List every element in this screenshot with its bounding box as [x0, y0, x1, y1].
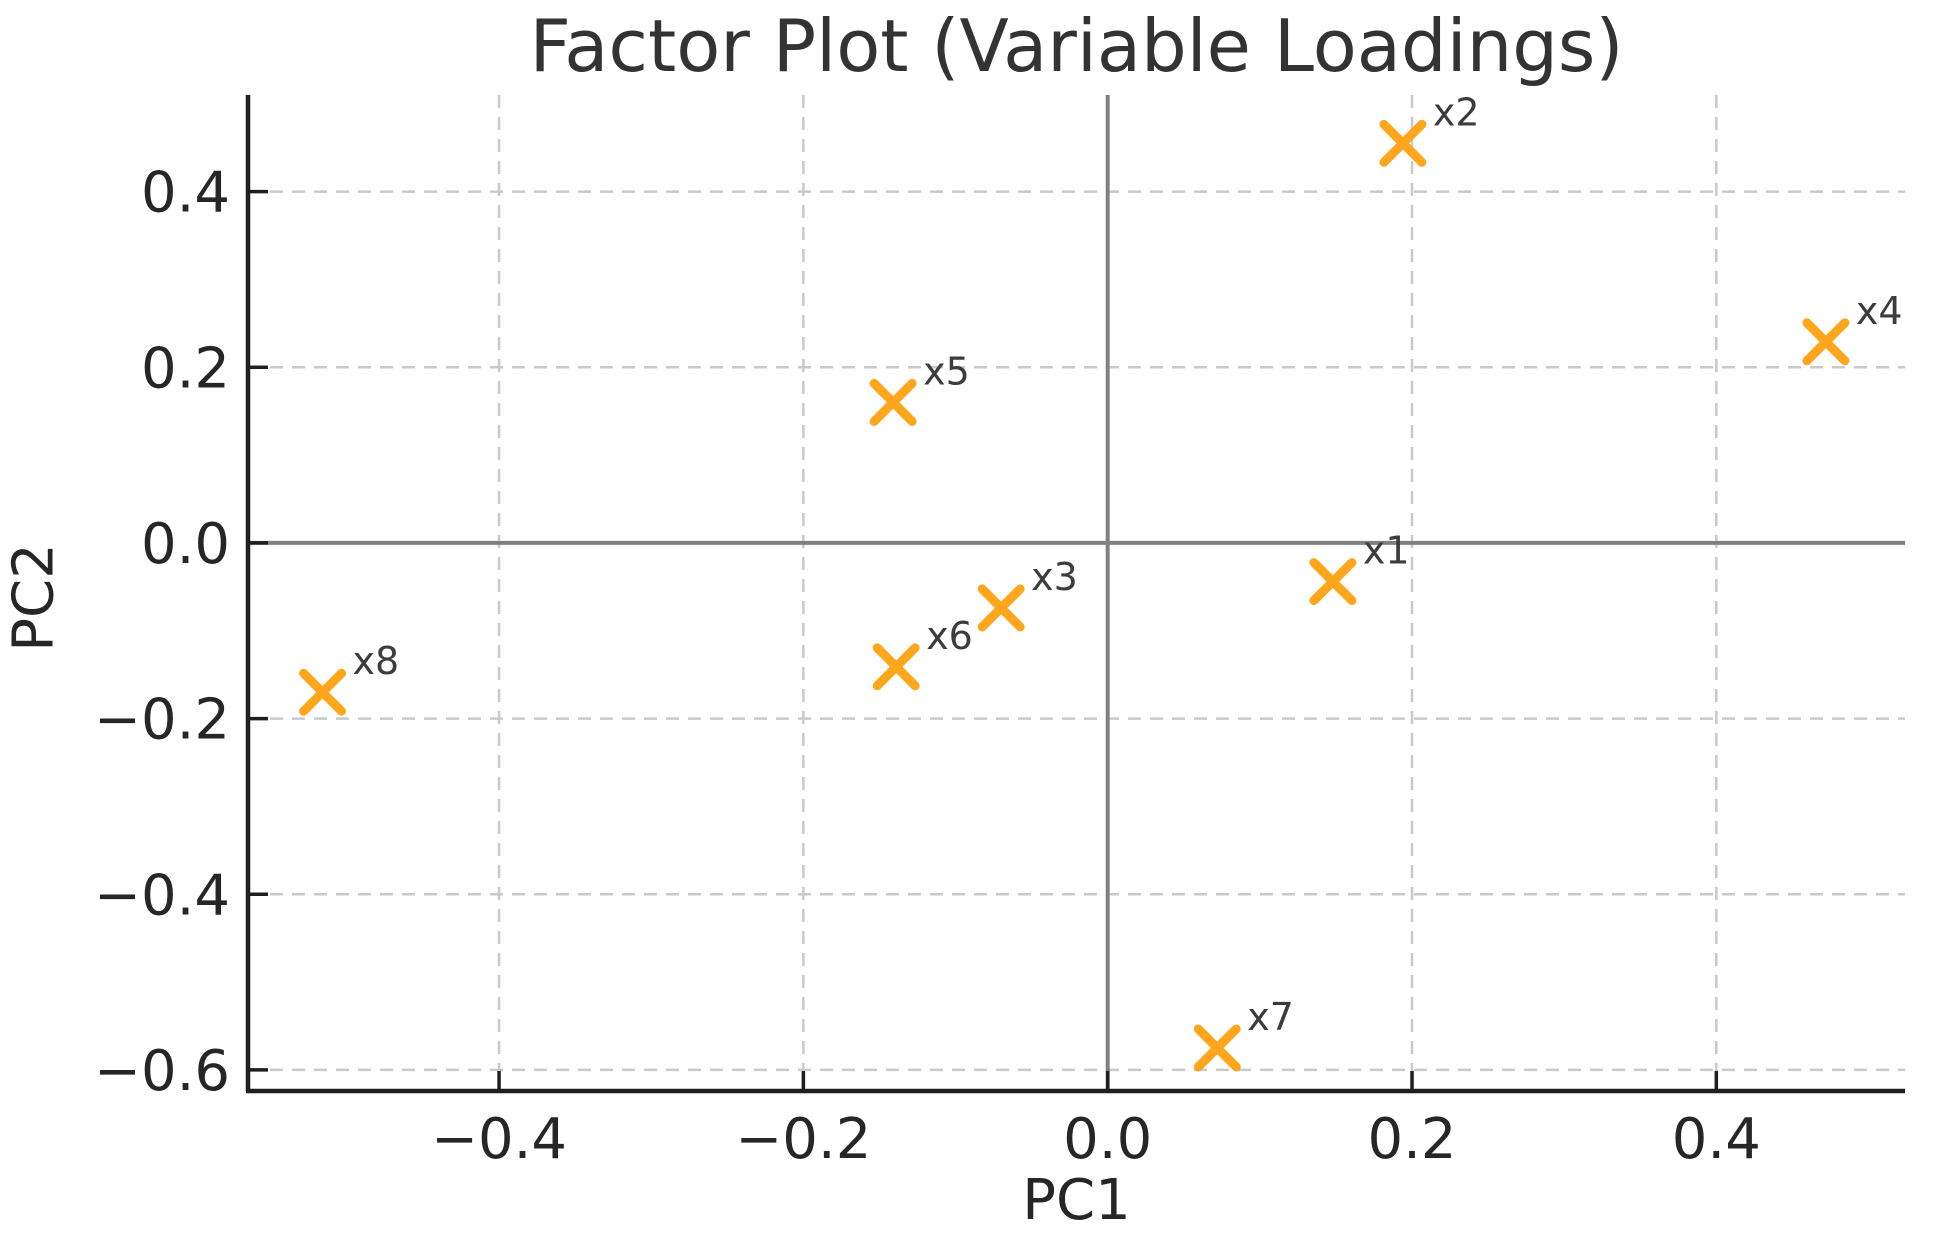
y-tick-label: −0.6 — [94, 1039, 230, 1104]
x-axis-label: PC1 — [1022, 1168, 1131, 1233]
x-tick-label: −0.4 — [431, 1107, 567, 1172]
x-tick-label: 0.0 — [1063, 1107, 1152, 1172]
data-point-marker — [299, 668, 347, 716]
chart-title: Factor Plot (Variable Loadings) — [529, 4, 1624, 88]
x-tick-label: 0.4 — [1672, 1107, 1761, 1172]
y-axis-label: PC2 — [1, 543, 67, 652]
data-point-label: x6 — [926, 614, 973, 658]
x-tick-label: 0.2 — [1367, 1107, 1456, 1172]
data-point-label: x7 — [1247, 995, 1294, 1039]
data-point-marker — [1309, 558, 1357, 606]
data-point-label: x2 — [1433, 90, 1480, 134]
y-tick-label: −0.4 — [94, 863, 230, 928]
y-tick-label: −0.2 — [94, 688, 230, 753]
data-point-marker — [1379, 119, 1427, 167]
data-point-marker — [1193, 1024, 1241, 1072]
data-point-label: x5 — [923, 349, 970, 393]
data-point-label: x8 — [353, 639, 400, 683]
data-point-marker — [1802, 318, 1850, 366]
data-point-label: x4 — [1856, 289, 1903, 333]
data-point-marker — [872, 643, 920, 691]
y-tick-label: 0.2 — [141, 336, 230, 401]
x-tick-label: −0.2 — [735, 1107, 871, 1172]
data-point-marker — [869, 378, 917, 426]
data-point-marker — [977, 584, 1025, 632]
data-point-label: x3 — [1031, 555, 1078, 599]
y-tick-label: 0.0 — [141, 512, 230, 577]
y-tick-label: 0.4 — [141, 161, 230, 226]
data-point-label: x1 — [1363, 529, 1410, 573]
